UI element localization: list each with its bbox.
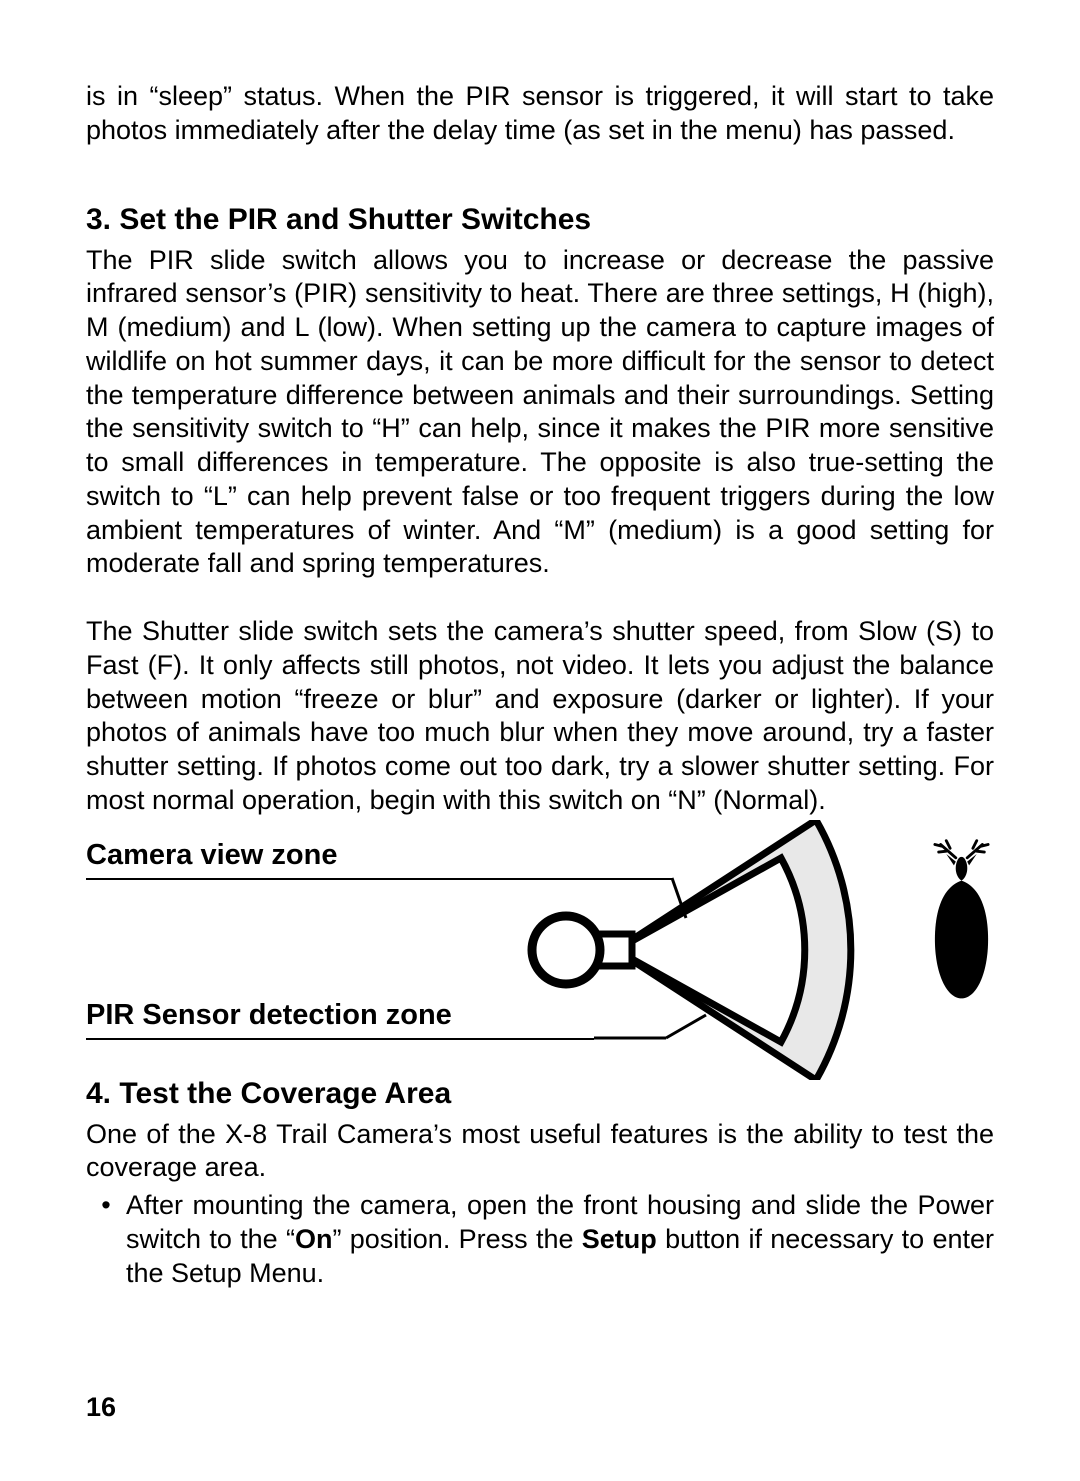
section-3-heading: 3. Set the PIR and Shutter Switches	[86, 202, 994, 238]
page-number: 16	[86, 1392, 116, 1423]
cones-icon	[506, 820, 906, 1080]
bullet-item: • After mounting the camera, open the fr…	[86, 1189, 994, 1290]
diagram-label-pir-zone: PIR Sensor detection zone	[86, 1000, 452, 1032]
section-3-para-2: The Shutter slide switch sets the camera…	[86, 615, 994, 818]
intro-paragraph: is in “sleep” status. When the PIR senso…	[86, 80, 994, 148]
bullet-marker: •	[86, 1189, 126, 1290]
deer-icon	[914, 828, 1009, 1013]
diagram-label-camera-view: Camera view zone	[86, 840, 337, 872]
bullet-text-mid: ” position. Press the	[332, 1224, 581, 1254]
bullet-bold-on: On	[295, 1224, 333, 1254]
section-3-para-1: The PIR slide switch allows you to incre…	[86, 244, 994, 582]
bullet-bold-setup: Setup	[582, 1224, 657, 1254]
bullet-text: After mounting the camera, open the fron…	[126, 1189, 994, 1290]
manual-page: is in “sleep” status. When the PIR senso…	[0, 0, 1080, 1481]
section-4-para: One of the X-8 Trail Camera’s most usefu…	[86, 1118, 994, 1186]
section-4-heading: 4. Test the Coverage Area	[86, 1076, 994, 1112]
coverage-diagram: Camera view zone PIR Sensor detection zo…	[86, 826, 994, 1076]
